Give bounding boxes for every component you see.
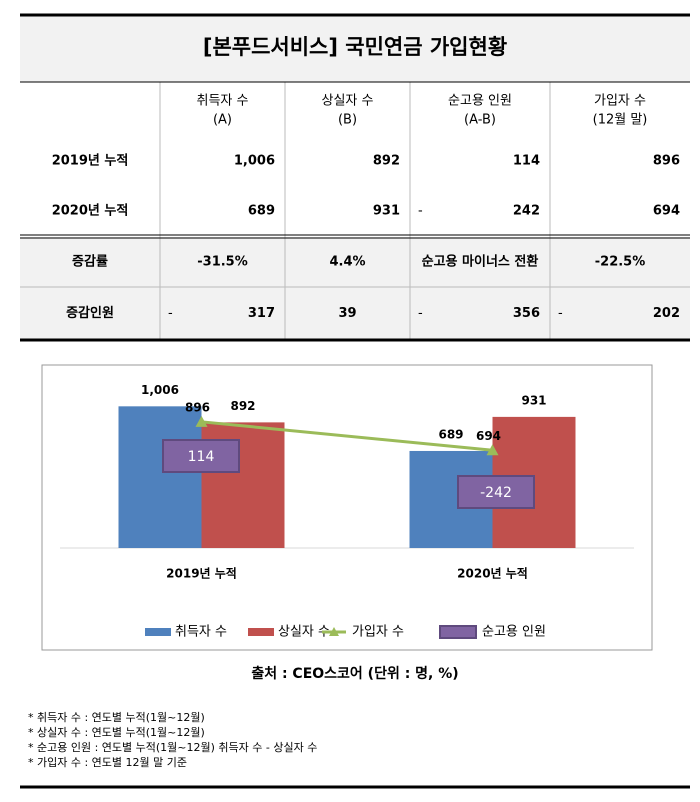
net-box bbox=[457, 475, 535, 509]
cell: 931 bbox=[373, 204, 400, 219]
data-label: 689 bbox=[438, 427, 463, 441]
cell: 896 bbox=[653, 154, 680, 169]
row-label: 증감률 bbox=[72, 255, 108, 270]
header-cell: 상실자 수 bbox=[322, 94, 374, 109]
note: * 순고용 인원 : 연도별 누적(1월~12월) 취득자 수 - 상실자 수 bbox=[28, 741, 317, 754]
data-label: 896 bbox=[185, 400, 210, 414]
cell: 356 bbox=[513, 306, 540, 321]
legend-label: 가입자 수 bbox=[352, 625, 404, 640]
shade-row bbox=[20, 237, 690, 287]
header-cell: 순고용 인원 bbox=[448, 94, 512, 109]
cell: 39 bbox=[338, 306, 356, 321]
cell: 순고용 마이너스 전환 bbox=[422, 254, 539, 270]
data-label: 694 bbox=[476, 429, 501, 443]
header-cell: (A-B) bbox=[464, 113, 496, 128]
legend-label: 순고용 인원 bbox=[482, 625, 546, 640]
legend-swatch bbox=[329, 627, 339, 636]
legend-swatch bbox=[248, 628, 274, 636]
header-cell: 가입자 수 bbox=[594, 94, 646, 109]
row-label: 2020년 누적 bbox=[52, 203, 129, 219]
cell-sign: - bbox=[168, 306, 173, 321]
data-label: 1,006 bbox=[141, 383, 179, 397]
shade-row bbox=[20, 287, 690, 340]
line-marker bbox=[195, 415, 208, 427]
data-label: 892 bbox=[230, 399, 255, 413]
cell: 689 bbox=[248, 204, 275, 219]
line bbox=[201, 420, 493, 452]
note: * 취득자 수 : 연도별 누적(1월~12월) bbox=[28, 711, 205, 724]
cell: -22.5% bbox=[595, 255, 646, 270]
cell: 694 bbox=[653, 204, 680, 219]
cell: 202 bbox=[653, 306, 680, 321]
note: * 가입자 수 : 연도별 12월 말 기준 bbox=[28, 756, 187, 769]
legend-swatch bbox=[439, 625, 477, 639]
cell-sign: - bbox=[418, 204, 423, 219]
x-tick-label: 2019년 누적 bbox=[166, 566, 237, 581]
line-marker bbox=[486, 444, 499, 456]
cell: 4.4% bbox=[329, 255, 365, 270]
title-band bbox=[20, 15, 690, 82]
cell: 1,006 bbox=[234, 154, 275, 169]
cell: 114 bbox=[513, 154, 540, 169]
cell: -31.5% bbox=[197, 255, 248, 270]
cell: 317 bbox=[248, 306, 275, 321]
net-box bbox=[162, 439, 240, 473]
header-cell: 취득자 수 bbox=[197, 94, 249, 109]
cell-sign: - bbox=[418, 306, 423, 321]
net-label: -242 bbox=[480, 485, 512, 501]
x-tick-label: 2020년 누적 bbox=[457, 566, 528, 581]
cell-sign: - bbox=[558, 306, 563, 321]
data-label: 931 bbox=[521, 393, 546, 407]
bar bbox=[118, 406, 202, 548]
header-cell: (A) bbox=[213, 113, 232, 128]
legend-label: 취득자 수 bbox=[175, 625, 227, 640]
legend-label: 상실자 수 bbox=[278, 625, 330, 640]
header-cell: (B) bbox=[338, 113, 357, 128]
source: 출처 : CEO스코어 (단위 : 명, %) bbox=[251, 665, 458, 682]
title: [본푸드서비스] 국민연금 가입현황 bbox=[203, 35, 507, 59]
net-label: 114 bbox=[188, 449, 215, 465]
row-label: 증감인원 bbox=[66, 305, 114, 321]
header-cell: (12월 말) bbox=[593, 113, 648, 128]
cell: 242 bbox=[513, 204, 540, 219]
note: * 상실자 수 : 연도별 누적(1월~12월) bbox=[28, 726, 205, 739]
row-label: 2019년 누적 bbox=[52, 153, 129, 169]
cell: 892 bbox=[373, 154, 400, 169]
legend-swatch bbox=[145, 628, 171, 636]
